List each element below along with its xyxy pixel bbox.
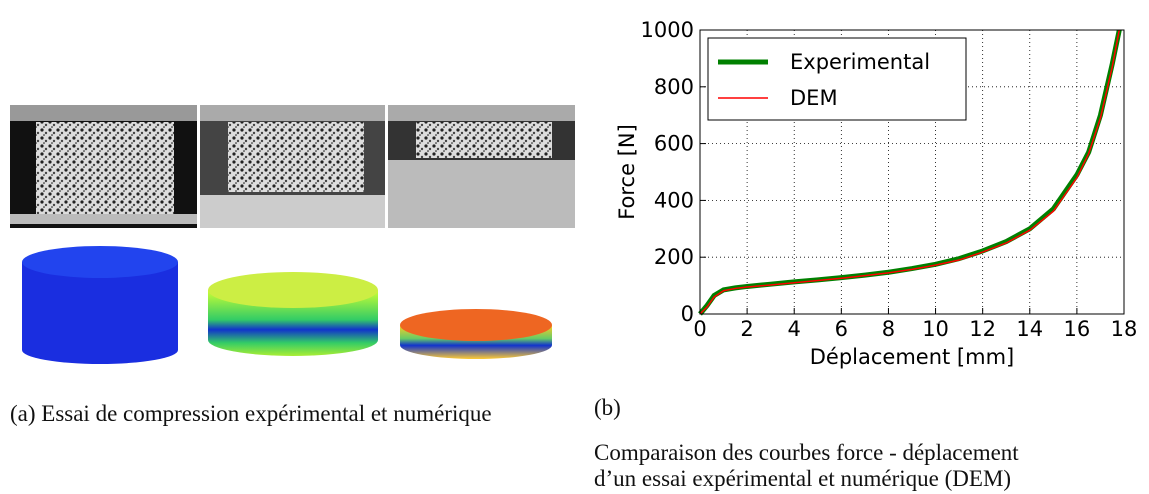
- simulation-1: [22, 246, 178, 364]
- simulation-2: [208, 272, 378, 356]
- photo-2: [200, 105, 385, 228]
- x-tick-label: 12: [969, 317, 996, 341]
- legend-label: Experimental: [790, 50, 930, 74]
- x-tick-label: 6: [835, 317, 848, 341]
- x-tick-label: 2: [740, 317, 753, 341]
- caption-b-line: d’un essai expérimental et numérique (DE…: [594, 466, 1012, 491]
- y-tick-label: 400: [654, 188, 694, 212]
- y-tick-label: 600: [654, 132, 694, 156]
- x-tick-label: 0: [693, 317, 706, 341]
- photo-3: [388, 105, 575, 228]
- x-tick-label: 4: [788, 317, 801, 341]
- x-tick-label: 10: [922, 317, 949, 341]
- y-tick-label: 200: [654, 245, 694, 269]
- photo-1: [10, 105, 197, 228]
- plot-frame: [699, 29, 1125, 315]
- y-tick-label: 800: [654, 75, 694, 99]
- x-axis-label: Déplacement [mm]: [810, 345, 1014, 369]
- caption-b-line: Comparaison des courbes force - déplacem…: [594, 440, 1019, 465]
- caption-a: (a) Essai de compression expérimental et…: [10, 401, 492, 426]
- chart: 0 2 4 6 8 10 12 14 16 18 0 200 400 600 800 1000 Déplacem…: [615, 18, 1138, 369]
- simulation-3: [400, 309, 552, 359]
- line-series: [699, 29, 1121, 315]
- x-tick-label: 14: [1016, 317, 1043, 341]
- y-tick-label: 0: [681, 302, 694, 326]
- legend-label: DEM: [790, 86, 838, 110]
- caption-b-label: (b): [594, 395, 621, 420]
- y-axis-label: Force [N]: [615, 124, 639, 220]
- legend-box: [707, 37, 967, 121]
- photos: [10, 105, 575, 364]
- y-tick-label: 1000: [641, 18, 694, 42]
- x-tick-label: 18: [1111, 317, 1138, 341]
- x-tick-label: 16: [1064, 317, 1091, 341]
- x-tick-label: 8: [882, 317, 895, 341]
